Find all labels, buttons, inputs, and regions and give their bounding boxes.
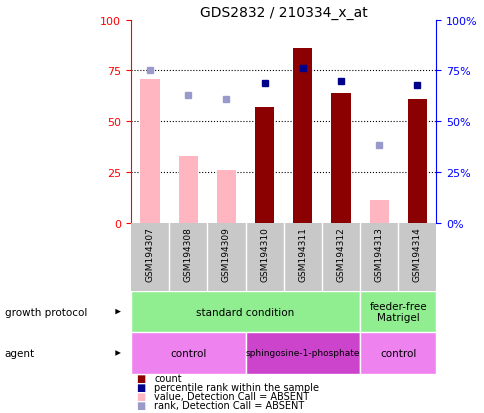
Text: standard condition: standard condition <box>196 307 294 317</box>
Bar <box>131 332 245 374</box>
Bar <box>216 171 236 223</box>
Text: percentile rank within the sample: percentile rank within the sample <box>154 382 318 392</box>
Text: control: control <box>379 348 416 358</box>
Bar <box>255 108 273 223</box>
Text: sphingosine-1-phosphate: sphingosine-1-phosphate <box>245 349 359 358</box>
Text: GSM194308: GSM194308 <box>183 226 192 281</box>
Text: GSM194312: GSM194312 <box>336 226 345 281</box>
Bar <box>407 100 426 223</box>
Bar <box>293 49 312 223</box>
Text: count: count <box>154 373 182 383</box>
Text: ■: ■ <box>136 391 145 401</box>
Bar <box>331 93 350 223</box>
Title: GDS2832 / 210334_x_at: GDS2832 / 210334_x_at <box>199 6 367 20</box>
Text: value, Detection Call = ABSENT: value, Detection Call = ABSENT <box>154 391 309 401</box>
Text: GSM194310: GSM194310 <box>259 226 269 281</box>
Bar <box>140 79 159 223</box>
Text: GSM194309: GSM194309 <box>222 226 230 281</box>
Bar <box>178 156 197 223</box>
Text: feeder-free
Matrigel: feeder-free Matrigel <box>369 301 426 323</box>
Bar <box>359 291 436 332</box>
Text: ■: ■ <box>136 400 145 410</box>
Bar <box>131 291 359 332</box>
Text: growth protocol: growth protocol <box>5 307 87 317</box>
Text: GSM194311: GSM194311 <box>298 226 307 281</box>
Bar <box>245 332 359 374</box>
Text: rank, Detection Call = ABSENT: rank, Detection Call = ABSENT <box>154 400 304 410</box>
Text: ■: ■ <box>136 382 145 392</box>
Text: GSM194314: GSM194314 <box>412 226 421 281</box>
Text: control: control <box>170 348 206 358</box>
Bar <box>369 201 388 223</box>
Text: agent: agent <box>5 348 35 358</box>
Bar <box>359 332 436 374</box>
Text: GSM194307: GSM194307 <box>145 226 154 281</box>
Text: ■: ■ <box>136 373 145 383</box>
Text: GSM194313: GSM194313 <box>374 226 383 281</box>
